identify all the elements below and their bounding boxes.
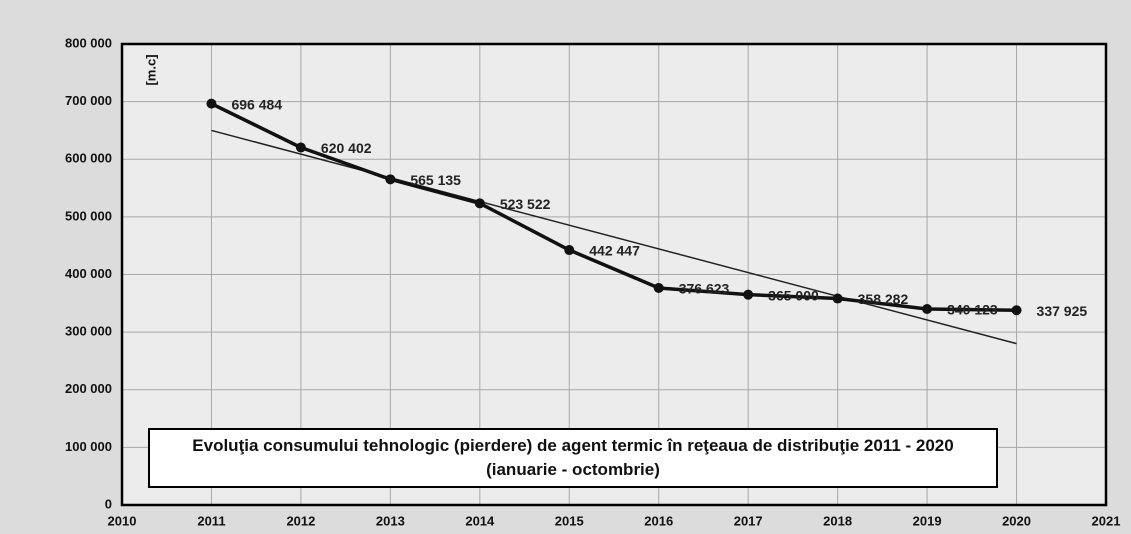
data-point — [474, 198, 485, 209]
data-label: 337 925 — [1037, 303, 1088, 319]
data-label: 358 282 — [858, 291, 909, 307]
x-tick-label: 2017 — [734, 513, 763, 528]
x-tick-label: 2013 — [376, 513, 405, 528]
data-label: 442 447 — [589, 243, 640, 259]
data-label: 696 484 — [231, 96, 282, 112]
data-point — [832, 293, 843, 304]
y-tick-label: 700 000 — [65, 93, 112, 108]
x-tick-label: 2011 — [197, 513, 225, 528]
y-axis-label: [m.c] — [143, 54, 158, 85]
data-label: 376 623 — [679, 281, 730, 297]
x-tick-label: 2015 — [555, 513, 584, 528]
y-tick-label: 0 — [105, 496, 112, 511]
data-label: 365 000 — [768, 287, 819, 303]
x-tick-label: 2010 — [108, 513, 137, 528]
data-line — [210, 102, 1017, 313]
data-point — [206, 98, 217, 109]
data-point — [653, 282, 664, 293]
trend-line — [211, 129, 1017, 345]
data-label: 620 402 — [321, 140, 372, 156]
y-tick-label: 100 000 — [65, 439, 112, 454]
data-point — [922, 304, 933, 315]
x-tick-label: 2020 — [1002, 513, 1031, 528]
y-tick-label: 300 000 — [65, 324, 112, 339]
chart-title: Evoluţia consumului tehnologic (pierdere… — [148, 428, 998, 488]
x-tick-label: 2018 — [823, 513, 852, 528]
x-tick-label: 2021 — [1092, 513, 1121, 528]
y-tick-label: 200 000 — [65, 381, 112, 396]
data-label: 523 522 — [500, 196, 551, 212]
x-tick-label: 2012 — [286, 513, 315, 528]
x-tick-label: 2014 — [465, 513, 495, 528]
data-point — [295, 142, 306, 153]
y-tick-label: 600 000 — [65, 151, 112, 166]
data-point — [385, 174, 396, 185]
y-tick-label: 500 000 — [65, 208, 112, 223]
y-tick-label: 400 000 — [65, 266, 112, 281]
x-tick-label: 2016 — [644, 513, 673, 528]
data-label: 565 135 — [410, 172, 461, 188]
y-tick-label: 800 000 — [65, 35, 112, 50]
data-point — [743, 289, 754, 300]
data-point — [1011, 305, 1022, 316]
x-tick-label: 2019 — [913, 513, 942, 528]
plot-border — [120, 42, 1108, 507]
data-point — [564, 245, 575, 256]
data-label: 340 123 — [947, 302, 998, 318]
